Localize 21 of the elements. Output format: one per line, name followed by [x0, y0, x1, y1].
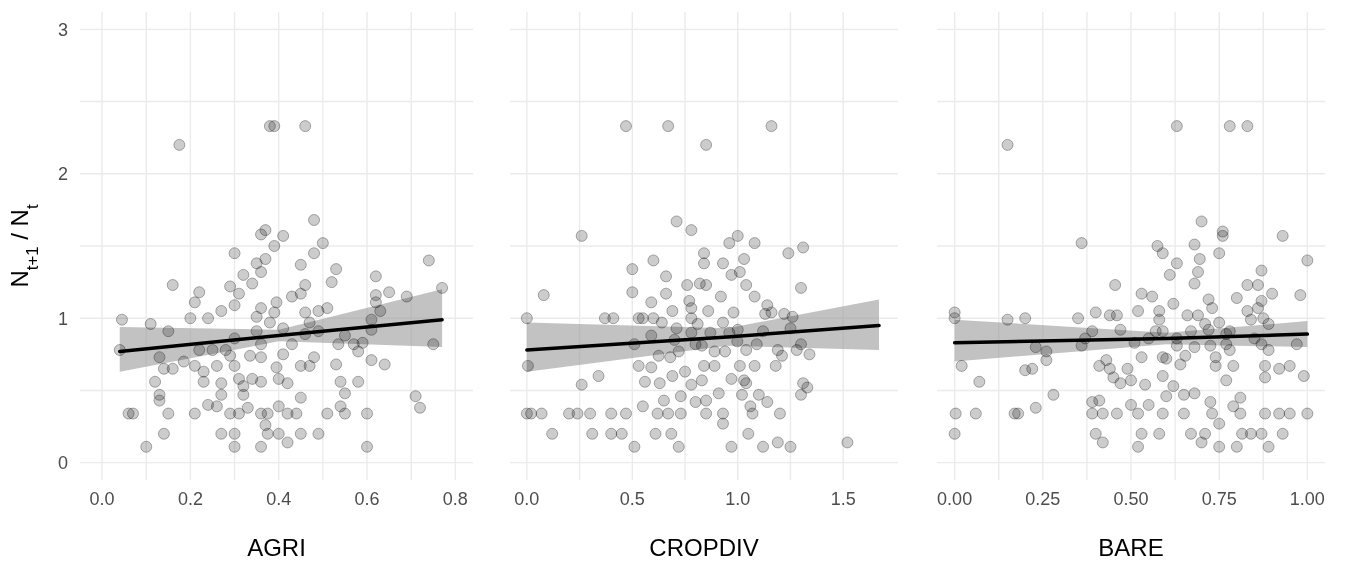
x-tick-label: 1.5 — [830, 488, 856, 509]
y-tick-label: 0 — [57, 453, 68, 474]
x-tick-label: 0.0 — [89, 488, 115, 509]
y-tick-label: 2 — [57, 164, 68, 185]
x-tick-label: 0.4 — [266, 488, 292, 509]
x-tick-label: 0.25 — [1025, 488, 1061, 509]
x-tick-label: 0.50 — [1113, 488, 1149, 509]
x-tick-label: 0.5 — [619, 488, 645, 509]
x-tick-label: 0.2 — [177, 488, 203, 509]
x-axis-title: BARE — [1098, 534, 1164, 561]
x-tick-label: 0.0 — [514, 488, 540, 509]
y-tick-label: 3 — [57, 19, 68, 40]
x-axis-title: AGRI — [247, 534, 306, 561]
x-axis-title: CROPDIV — [649, 534, 759, 561]
x-tick-label: 0.8 — [442, 488, 468, 509]
x-tick-label: 1.0 — [725, 488, 751, 509]
x-tick-label: 0.75 — [1201, 488, 1237, 509]
x-tick-label: 0.00 — [937, 488, 973, 509]
x-tick-label: 1.00 — [1289, 488, 1325, 509]
y-tick-label: 1 — [57, 308, 68, 329]
x-tick-label: 0.6 — [354, 488, 380, 509]
